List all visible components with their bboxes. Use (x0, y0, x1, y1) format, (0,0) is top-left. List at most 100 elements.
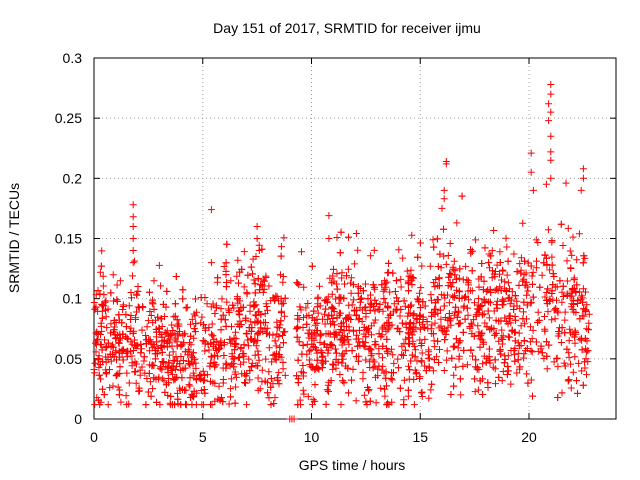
data-point (561, 362, 569, 370)
data-point (452, 303, 460, 311)
data-point (396, 312, 404, 320)
data-point (116, 277, 124, 285)
data-point (416, 325, 424, 333)
data-point (497, 287, 505, 294)
data-point (149, 319, 157, 327)
data-point (495, 317, 503, 325)
data-point (498, 377, 506, 385)
data-point (416, 239, 424, 247)
data-point (144, 317, 152, 325)
data-point (207, 206, 215, 214)
data-point (264, 389, 272, 397)
data-point (385, 268, 393, 276)
data-point (479, 375, 486, 383)
data-point (298, 350, 306, 358)
data-point (193, 376, 200, 384)
data-point (496, 248, 504, 256)
data-point (265, 344, 273, 352)
data-point (484, 307, 492, 315)
data-point (144, 388, 152, 396)
data-point (227, 277, 235, 285)
data-point (163, 287, 171, 295)
data-point (269, 380, 277, 388)
data-point (207, 303, 215, 311)
data-point (269, 351, 277, 359)
data-point (96, 268, 104, 276)
data-point (571, 353, 579, 361)
data-point (343, 333, 351, 340)
data-point (304, 300, 312, 307)
data-point (485, 345, 493, 353)
data-point (427, 291, 435, 299)
data-point (249, 270, 256, 278)
data-point (544, 226, 552, 234)
data-point (279, 332, 286, 339)
data-point (158, 348, 166, 356)
data-point (248, 359, 256, 367)
data-point (235, 353, 243, 361)
data-point (203, 300, 211, 308)
data-point (431, 305, 439, 313)
data-point (272, 342, 280, 350)
data-point (485, 259, 493, 267)
data-point (252, 253, 260, 260)
data-point (452, 363, 460, 371)
data-point (281, 371, 289, 379)
data-point (549, 281, 557, 289)
data-point (208, 401, 216, 409)
data-point (568, 292, 576, 300)
data-point (392, 306, 400, 314)
data-point (222, 283, 230, 291)
data-point (251, 319, 259, 327)
data-point (165, 359, 173, 367)
data-point (237, 344, 245, 352)
data-point (440, 225, 447, 233)
data-point (582, 288, 589, 296)
data-point (247, 263, 255, 271)
data-point (102, 297, 110, 305)
data-point (481, 319, 489, 327)
data-point (254, 275, 262, 283)
data-point (348, 301, 356, 309)
data-point (258, 366, 266, 374)
data-point (421, 302, 429, 310)
data-point (383, 347, 391, 355)
data-point (517, 254, 525, 262)
data-point (231, 370, 239, 378)
data-point (333, 234, 341, 241)
data-point (461, 315, 469, 323)
data-point (516, 363, 524, 371)
data-point (407, 301, 415, 309)
data-point (565, 353, 573, 361)
data-point (466, 324, 474, 332)
data-point (388, 376, 396, 384)
data-point (240, 352, 248, 360)
data-point (119, 346, 127, 354)
data-point (117, 398, 125, 406)
data-point (370, 246, 378, 254)
data-point (582, 348, 590, 356)
data-point (387, 310, 394, 318)
data-point (131, 368, 139, 376)
data-point (553, 283, 561, 291)
data-point (305, 326, 313, 334)
data-point (416, 318, 423, 326)
data-point (327, 377, 335, 384)
data-point (523, 301, 531, 309)
data-point (309, 396, 317, 404)
data-point (102, 313, 110, 321)
data-point (464, 311, 472, 319)
data-point (222, 267, 230, 275)
data-point (109, 343, 117, 351)
data-point (459, 328, 467, 336)
data-point (359, 368, 367, 376)
data-point (578, 346, 586, 354)
data-point (438, 326, 446, 334)
data-point (511, 292, 519, 300)
data-point (192, 364, 200, 372)
data-point (300, 283, 308, 291)
data-point (570, 285, 578, 293)
data-point (356, 295, 364, 303)
data-point (266, 331, 273, 339)
data-point (491, 356, 499, 364)
